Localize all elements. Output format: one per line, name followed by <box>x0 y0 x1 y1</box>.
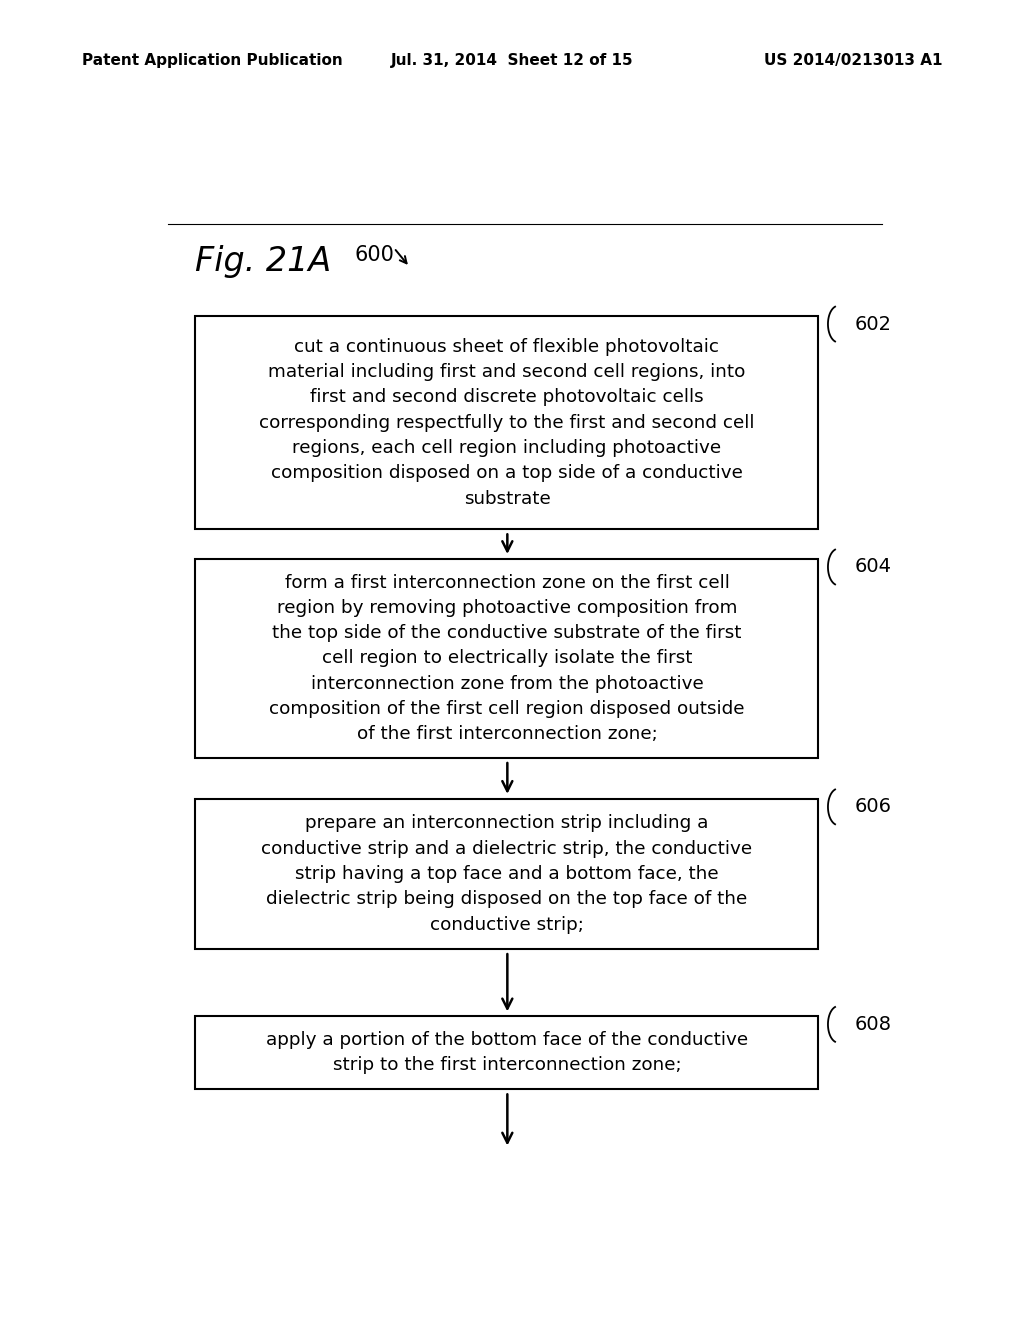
Text: Fig. 21A: Fig. 21A <box>196 244 332 277</box>
Bar <box>196 1016 818 1089</box>
Text: US 2014/0213013 A1: US 2014/0213013 A1 <box>764 53 942 67</box>
Text: cut a continuous sheet of flexible photovoltaic
material including first and sec: cut a continuous sheet of flexible photo… <box>259 338 755 507</box>
Text: Patent Application Publication: Patent Application Publication <box>82 53 343 67</box>
Text: form a first interconnection zone on the first cell
region by removing photoacti: form a first interconnection zone on the… <box>269 574 744 743</box>
Text: prepare an interconnection strip including a
conductive strip and a dielectric s: prepare an interconnection strip includi… <box>261 814 753 933</box>
Bar <box>196 315 818 529</box>
Text: 602: 602 <box>855 314 892 334</box>
Text: 608: 608 <box>855 1015 892 1034</box>
Text: 604: 604 <box>855 557 892 577</box>
Text: Jul. 31, 2014  Sheet 12 of 15: Jul. 31, 2014 Sheet 12 of 15 <box>391 53 633 67</box>
Bar <box>196 558 818 758</box>
Text: 606: 606 <box>855 797 892 816</box>
Text: apply a portion of the bottom face of the conductive
strip to the first intercon: apply a portion of the bottom face of th… <box>266 1031 748 1074</box>
Text: 600: 600 <box>354 244 394 265</box>
Bar <box>196 799 818 949</box>
